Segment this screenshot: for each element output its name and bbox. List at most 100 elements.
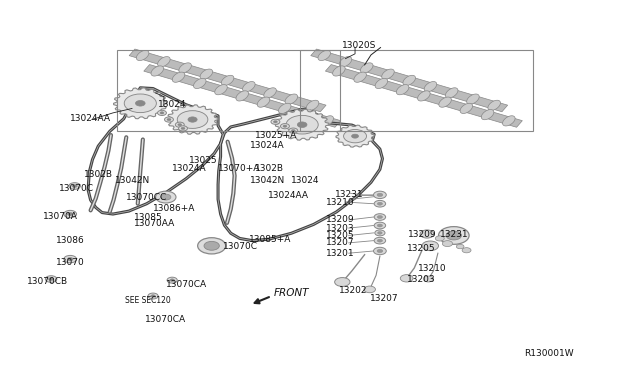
Text: 1302B: 1302B <box>84 170 113 179</box>
Text: 13024: 13024 <box>157 100 186 109</box>
Polygon shape <box>129 49 326 112</box>
Text: 13070: 13070 <box>56 257 84 267</box>
Polygon shape <box>215 84 227 95</box>
Polygon shape <box>257 97 269 107</box>
Circle shape <box>422 241 438 251</box>
Circle shape <box>374 222 386 229</box>
Circle shape <box>377 249 383 253</box>
Text: 13205: 13205 <box>326 231 355 240</box>
Text: 13086+A: 13086+A <box>153 204 195 214</box>
Polygon shape <box>172 72 185 82</box>
Polygon shape <box>285 94 298 104</box>
Text: 13231: 13231 <box>335 190 364 199</box>
Text: 13024AA: 13024AA <box>268 191 308 200</box>
Circle shape <box>423 276 433 282</box>
Circle shape <box>124 94 156 113</box>
Circle shape <box>69 183 81 189</box>
Circle shape <box>377 193 383 196</box>
Circle shape <box>375 230 385 236</box>
Circle shape <box>344 129 367 143</box>
Text: 1302B: 1302B <box>255 164 284 173</box>
Circle shape <box>378 239 383 242</box>
Circle shape <box>164 117 173 122</box>
Polygon shape <box>502 116 515 126</box>
Circle shape <box>45 276 57 282</box>
Circle shape <box>67 212 73 216</box>
Polygon shape <box>179 63 191 73</box>
Text: 13209: 13209 <box>408 230 436 239</box>
Text: 13085: 13085 <box>134 212 163 221</box>
Circle shape <box>157 110 166 115</box>
Circle shape <box>374 201 386 207</box>
Text: 13210: 13210 <box>326 198 355 207</box>
Text: 13070CA: 13070CA <box>145 315 186 324</box>
Circle shape <box>378 231 382 234</box>
Circle shape <box>364 286 376 293</box>
Polygon shape <box>307 100 319 110</box>
Circle shape <box>204 241 220 250</box>
Polygon shape <box>144 65 340 127</box>
Circle shape <box>151 295 156 297</box>
Circle shape <box>188 117 197 122</box>
Text: 13025+A: 13025+A <box>255 131 297 140</box>
Text: 13070CB: 13070CB <box>27 277 68 286</box>
Text: 13203: 13203 <box>326 224 355 232</box>
Circle shape <box>378 224 383 227</box>
Circle shape <box>175 122 184 127</box>
Text: 13024A: 13024A <box>172 164 207 173</box>
Polygon shape <box>354 72 366 82</box>
Circle shape <box>378 202 383 205</box>
Polygon shape <box>333 66 345 76</box>
Circle shape <box>374 237 386 244</box>
Text: 13201: 13201 <box>326 249 355 258</box>
Circle shape <box>351 134 358 138</box>
Polygon shape <box>236 91 248 101</box>
Circle shape <box>167 277 177 283</box>
Polygon shape <box>275 109 329 140</box>
Text: 13070AA: 13070AA <box>134 219 175 228</box>
Text: 13203: 13203 <box>406 275 435 283</box>
Circle shape <box>170 279 175 282</box>
Text: 13210: 13210 <box>418 264 447 273</box>
Polygon shape <box>167 105 218 134</box>
Polygon shape <box>381 69 394 79</box>
Text: 13070C: 13070C <box>59 185 93 193</box>
Circle shape <box>446 231 461 240</box>
Text: 13202: 13202 <box>339 286 367 295</box>
Text: 13231: 13231 <box>440 230 468 239</box>
Circle shape <box>72 185 77 187</box>
Polygon shape <box>113 88 167 119</box>
Circle shape <box>49 278 54 280</box>
Text: 13025: 13025 <box>189 155 218 165</box>
Text: SEE SEC120: SEE SEC120 <box>125 296 171 305</box>
Polygon shape <box>360 63 373 73</box>
Polygon shape <box>243 81 255 92</box>
Text: R130001W: R130001W <box>524 349 573 358</box>
Polygon shape <box>417 91 430 101</box>
Text: FRONT: FRONT <box>274 288 310 298</box>
Circle shape <box>136 100 145 106</box>
Circle shape <box>64 211 77 218</box>
Circle shape <box>271 119 280 124</box>
Polygon shape <box>221 75 234 86</box>
Polygon shape <box>300 109 312 120</box>
Circle shape <box>456 244 464 249</box>
Polygon shape <box>200 69 212 79</box>
Text: 13207: 13207 <box>326 238 355 247</box>
Circle shape <box>462 248 471 253</box>
Text: 13024A: 13024A <box>250 141 285 150</box>
Text: 13205: 13205 <box>406 244 435 253</box>
Circle shape <box>198 238 226 254</box>
Circle shape <box>177 111 208 128</box>
Circle shape <box>400 275 413 282</box>
Circle shape <box>374 191 387 199</box>
Polygon shape <box>445 88 458 98</box>
Circle shape <box>435 236 444 241</box>
Text: 13085+A: 13085+A <box>248 235 291 244</box>
Circle shape <box>64 256 77 263</box>
Text: 13086: 13086 <box>56 236 84 245</box>
Text: 13070+A: 13070+A <box>218 164 260 173</box>
Text: 13070CC: 13070CC <box>126 193 168 202</box>
Circle shape <box>167 118 171 121</box>
Text: 13042N: 13042N <box>115 176 150 185</box>
